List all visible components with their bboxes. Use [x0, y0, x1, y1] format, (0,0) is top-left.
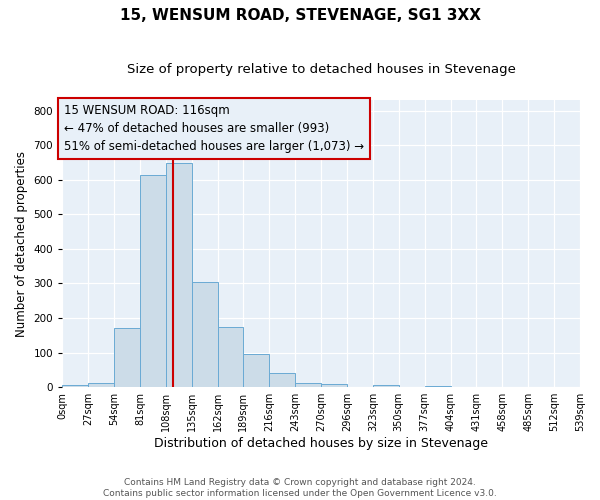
Bar [321, 384, 347, 387]
Bar [244, 354, 269, 387]
Y-axis label: Number of detached properties: Number of detached properties [15, 150, 28, 336]
Bar [295, 382, 321, 387]
Bar [373, 386, 399, 387]
X-axis label: Distribution of detached houses by size in Stevenage: Distribution of detached houses by size … [154, 437, 488, 450]
Bar [218, 328, 244, 387]
Bar [425, 386, 451, 387]
Title: Size of property relative to detached houses in Stevenage: Size of property relative to detached ho… [127, 62, 515, 76]
Bar [554, 386, 580, 387]
Bar [191, 282, 218, 387]
Bar [166, 162, 191, 387]
Text: 15 WENSUM ROAD: 116sqm
← 47% of detached houses are smaller (993)
51% of semi-de: 15 WENSUM ROAD: 116sqm ← 47% of detached… [64, 104, 364, 152]
Bar [114, 328, 140, 387]
Bar [140, 174, 166, 387]
Text: Contains HM Land Registry data © Crown copyright and database right 2024.
Contai: Contains HM Land Registry data © Crown c… [103, 478, 497, 498]
Bar [62, 386, 88, 387]
Text: 15, WENSUM ROAD, STEVENAGE, SG1 3XX: 15, WENSUM ROAD, STEVENAGE, SG1 3XX [119, 8, 481, 22]
Bar [88, 383, 114, 387]
Bar [269, 374, 295, 387]
